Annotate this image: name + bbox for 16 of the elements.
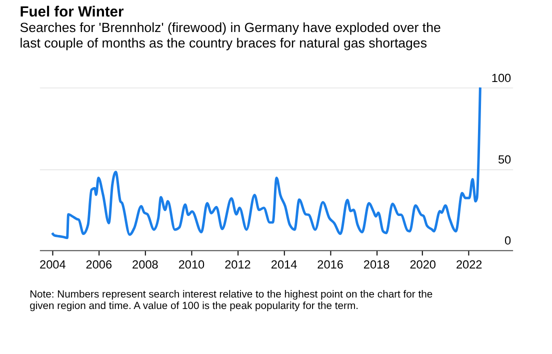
x-tick-label: 2020 (410, 257, 436, 272)
x-tick-label: 2006 (86, 257, 112, 272)
y-tick-label: 50 (498, 152, 512, 166)
x-tick-label: 2022 (456, 257, 482, 272)
x-tick-label: 2014 (270, 257, 298, 272)
x-tick-label: 2012 (224, 257, 251, 272)
chart-title: Fuel for Winter (20, 4, 124, 20)
chart-subtitle: Searches for 'Brennholz' (firewood) in Germany have exploded over the last couple of months as the country braces for natural gas shortages (20, 20, 441, 51)
x-tick-label: 2018 (363, 257, 390, 272)
x-tick-label: 2016 (317, 257, 344, 272)
text: Note: Numbers represent search interest relative to the highest point on the chart for the given region and time. A value of 100 is the peak popularity for the term. (30, 289, 433, 312)
x-tick-label: 2004 (40, 257, 66, 272)
x-tick-label: 2010 (178, 257, 206, 272)
y-tick-label: 100 (491, 71, 512, 86)
y-tick-label: 0 (504, 234, 512, 248)
x-tick-label: 2008 (132, 257, 159, 272)
